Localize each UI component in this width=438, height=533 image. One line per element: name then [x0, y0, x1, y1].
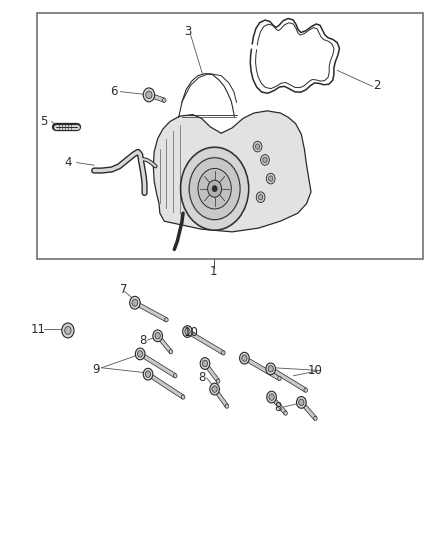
Circle shape: [132, 299, 138, 306]
Circle shape: [202, 360, 208, 367]
Circle shape: [198, 168, 231, 209]
Circle shape: [153, 330, 162, 342]
Ellipse shape: [284, 411, 287, 415]
Circle shape: [145, 371, 151, 377]
Text: 8: 8: [139, 334, 146, 346]
Ellipse shape: [165, 318, 168, 322]
Text: 6: 6: [110, 85, 118, 98]
Text: 8: 8: [275, 401, 282, 414]
Circle shape: [130, 296, 140, 309]
Text: 5: 5: [40, 115, 47, 128]
Polygon shape: [139, 352, 176, 378]
Ellipse shape: [304, 388, 307, 392]
Ellipse shape: [173, 374, 177, 378]
Polygon shape: [300, 401, 317, 420]
Bar: [37, 13, 423, 259]
Circle shape: [266, 173, 275, 184]
Circle shape: [65, 327, 71, 334]
Ellipse shape: [181, 395, 185, 399]
Circle shape: [183, 326, 192, 337]
Polygon shape: [204, 362, 219, 383]
Circle shape: [263, 157, 267, 163]
Text: 3: 3: [185, 26, 192, 38]
Ellipse shape: [216, 379, 220, 383]
Polygon shape: [270, 367, 307, 392]
Ellipse shape: [222, 351, 225, 355]
Circle shape: [242, 355, 247, 361]
Circle shape: [208, 180, 222, 197]
Ellipse shape: [278, 376, 281, 381]
Polygon shape: [148, 93, 165, 102]
Circle shape: [240, 352, 249, 364]
Text: 10: 10: [184, 326, 199, 339]
Text: 10: 10: [308, 364, 323, 377]
Text: 11: 11: [31, 323, 46, 336]
Circle shape: [146, 91, 152, 99]
Circle shape: [261, 155, 269, 165]
Circle shape: [200, 358, 210, 369]
Circle shape: [138, 351, 143, 357]
Text: 4: 4: [64, 156, 72, 169]
Circle shape: [268, 176, 273, 181]
Circle shape: [210, 383, 219, 395]
Circle shape: [180, 147, 249, 230]
Circle shape: [143, 88, 155, 102]
Circle shape: [269, 394, 274, 400]
Circle shape: [212, 386, 217, 392]
Circle shape: [268, 366, 273, 372]
Text: 1: 1: [210, 265, 218, 278]
Circle shape: [185, 328, 190, 335]
Circle shape: [256, 192, 265, 203]
Ellipse shape: [225, 404, 229, 408]
Text: 7: 7: [120, 284, 127, 296]
Circle shape: [155, 333, 160, 339]
Circle shape: [135, 348, 145, 360]
Circle shape: [255, 144, 260, 149]
Polygon shape: [156, 334, 172, 353]
Circle shape: [212, 185, 217, 192]
Circle shape: [267, 391, 276, 403]
Polygon shape: [213, 387, 228, 408]
Circle shape: [62, 323, 74, 338]
Polygon shape: [153, 111, 311, 232]
Text: 9: 9: [92, 364, 100, 376]
Circle shape: [297, 397, 306, 408]
Text: 8: 8: [199, 372, 206, 384]
Circle shape: [143, 368, 153, 380]
Polygon shape: [270, 395, 287, 415]
Text: 2: 2: [373, 79, 381, 92]
Circle shape: [299, 399, 304, 406]
Circle shape: [258, 195, 263, 200]
Polygon shape: [244, 356, 280, 381]
Polygon shape: [134, 301, 167, 322]
Circle shape: [189, 158, 240, 220]
Ellipse shape: [169, 350, 173, 354]
Ellipse shape: [314, 416, 317, 421]
Ellipse shape: [162, 98, 166, 102]
Circle shape: [266, 363, 276, 375]
Polygon shape: [147, 372, 184, 399]
Circle shape: [253, 141, 262, 152]
Polygon shape: [187, 329, 224, 355]
